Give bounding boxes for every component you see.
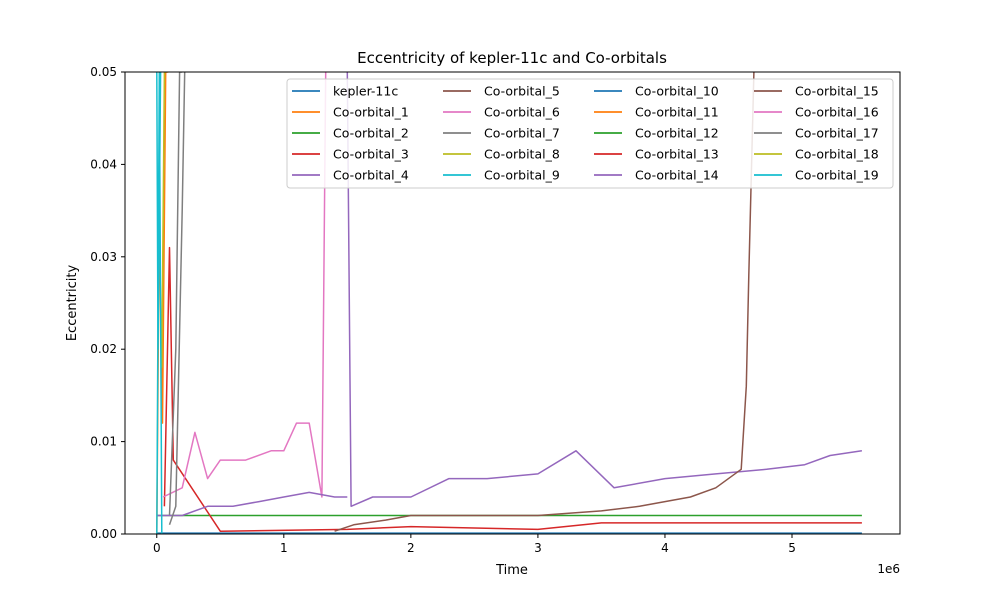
legend-label: Co-orbital_13 [635, 147, 719, 162]
series-line-5 [334, 72, 755, 532]
legend-label: Co-orbital_12 [635, 126, 719, 141]
x-axis-ticks: 0 1 2 3 4 5 [153, 534, 796, 555]
legend-label: Co-orbital_4 [333, 168, 409, 183]
legend-label: Co-orbital_15 [795, 84, 879, 99]
series-line-6 [162, 72, 327, 498]
x-tick-label: 2 [407, 541, 415, 555]
y-tick-label: 0.00 [90, 527, 117, 541]
y-tick-label: 0.03 [90, 250, 117, 264]
y-axis-label: Eccentricity [65, 265, 80, 342]
series-layer [156, 72, 863, 534]
x-axis-label: Time [495, 563, 528, 578]
legend-label: Co-orbital_19 [795, 168, 879, 183]
y-tick-label: 0.04 [90, 157, 117, 171]
legend-label: Co-orbital_17 [795, 126, 879, 141]
legend-label: Co-orbital_16 [795, 105, 879, 120]
series-line-7 [168, 72, 183, 516]
series-line-17 [168, 72, 186, 526]
series-line-14 [156, 491, 348, 517]
x-axis-offset-label: 1e6 [877, 562, 900, 576]
chart-title: Eccentricity of kepler-11c and Co-orbita… [357, 49, 667, 67]
legend-label: Co-orbital_6 [484, 105, 560, 120]
legend-label: Co-orbital_11 [635, 105, 719, 120]
y-axis-ticks: 0.00 0.01 0.02 0.03 0.04 0.05 [90, 65, 125, 541]
y-tick-label: 0.02 [90, 342, 117, 356]
legend-label: Co-orbital_10 [635, 84, 719, 99]
legend-box [286, 78, 894, 189]
x-tick-label: 4 [661, 541, 669, 555]
series-line-8 [161, 72, 167, 368]
legend: kepler-11c Co-orbital_1 Co-orbital_2 Co-orb… [286, 78, 894, 189]
legend-label: Co-orbital_7 [484, 126, 560, 141]
legend-label: Co-orbital_8 [484, 147, 560, 162]
legend-label: Co-orbital_5 [484, 84, 560, 99]
legend-label: Co-orbital_2 [333, 126, 409, 141]
x-tick-label: 1 [280, 541, 288, 555]
legend-label: kepler-11c [333, 84, 398, 99]
y-tick-label: 0.01 [90, 435, 117, 449]
x-tick-label: 5 [788, 541, 796, 555]
plot-frame [124, 71, 901, 535]
series-line-19 [156, 72, 163, 534]
legend-label: Co-orbital_9 [484, 168, 560, 183]
legend-label: Co-orbital_18 [795, 147, 879, 162]
legend-label: Co-orbital_14 [635, 168, 719, 183]
legend-label: Co-orbital_3 [333, 147, 409, 162]
x-tick-label: 0 [153, 541, 161, 555]
y-tick-label: 0.05 [90, 65, 117, 79]
x-tick-label: 3 [534, 541, 542, 555]
series-line-4 [346, 72, 863, 508]
legend-label: Co-orbital_1 [333, 105, 409, 120]
